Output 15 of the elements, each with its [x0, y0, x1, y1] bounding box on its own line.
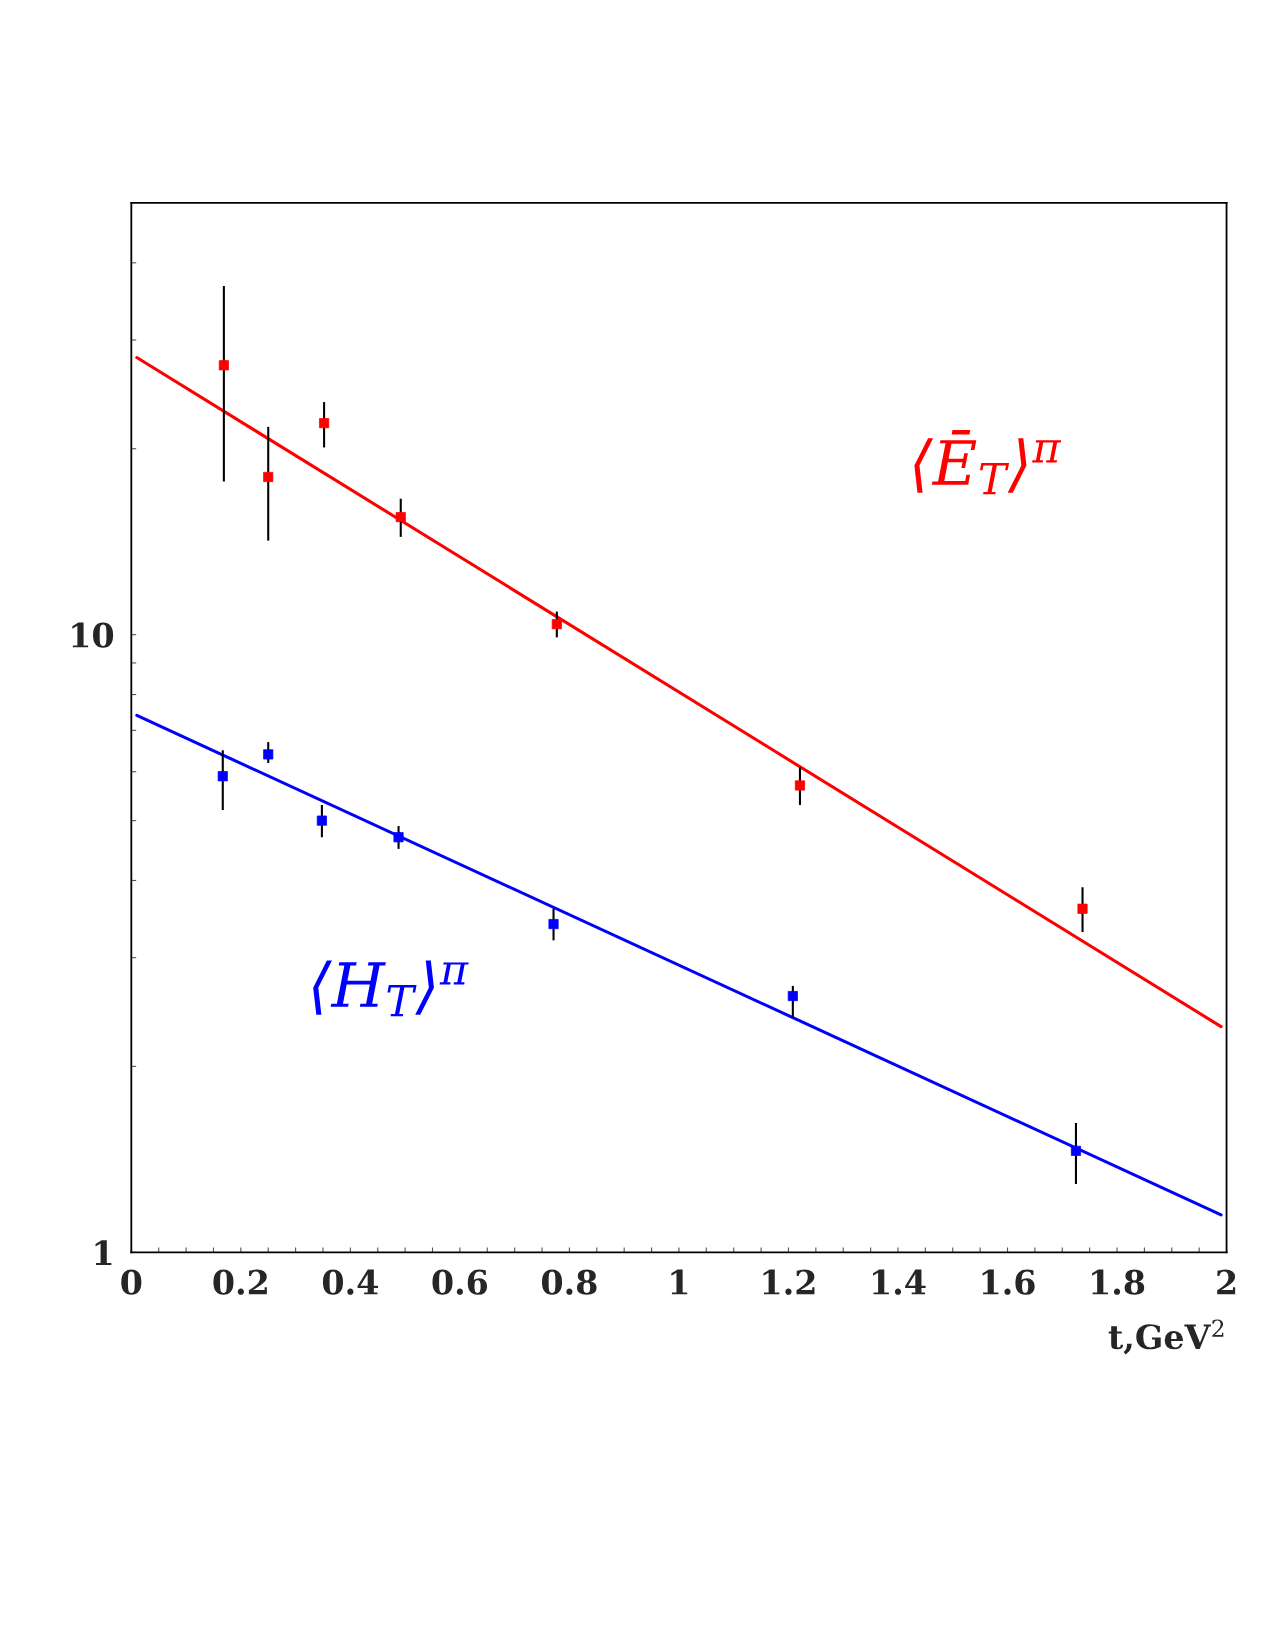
text: ⟨Ē$_{T}$⟩$^{π}$	[914, 429, 1062, 495]
x-tick-label: 0	[121, 1269, 142, 1295]
x-tick-label: 0.2	[213, 1269, 267, 1295]
x-tick-label: 0.6	[432, 1269, 488, 1295]
x-tick-label: 1.6	[982, 1269, 1035, 1295]
series-label: ⟨H$_{T}$⟩$^{π}$	[313, 960, 469, 1017]
x-tick-label: 1.2	[763, 1269, 815, 1295]
x-tick-label: 2	[1217, 1269, 1236, 1295]
x-tick-label: 0.8	[541, 1269, 597, 1295]
x-axis-title: t,GeV$^{2}$	[1108, 1319, 1224, 1355]
x-tick-label: 1.4	[873, 1269, 926, 1295]
x-tick-label: 1	[671, 1269, 688, 1295]
y-tick-label: 10	[72, 622, 114, 648]
x-tick-label: 0.4	[322, 1269, 378, 1295]
x-tick-label: 1.8	[1092, 1269, 1145, 1295]
